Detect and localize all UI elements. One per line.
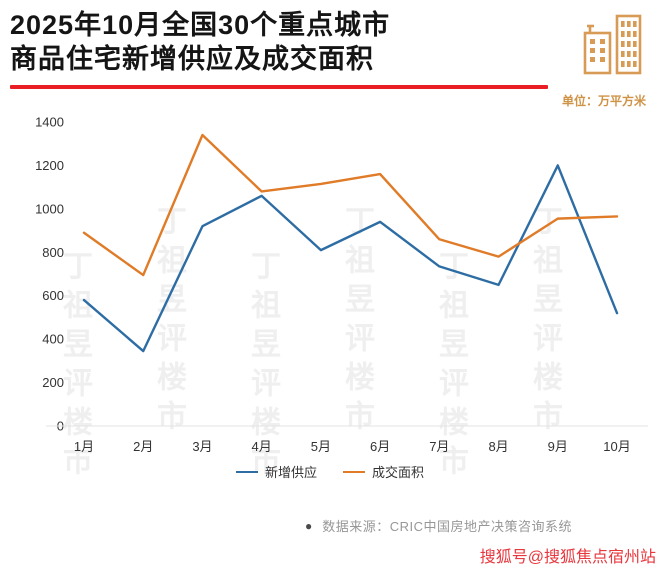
svg-text:1月: 1月 [74,439,94,454]
svg-text:8月: 8月 [488,439,508,454]
page-title-line1: 2025年10月全国30个重点城市 [10,10,391,40]
header: 2025年10月全国30个重点城市 商品住宅新增供应及成交面积 [10,8,548,89]
chart-legend: 新增供应 成交面积 [0,462,660,481]
legend-label-new-supply: 新增供应 [264,465,317,480]
data-source-row: ● 数据来源：CRIC中国房地产决策咨询系统 [305,516,572,535]
svg-text:800: 800 [42,245,64,260]
svg-text:1200: 1200 [35,158,64,173]
svg-text:4月: 4月 [252,439,272,454]
svg-text:7月: 7月 [429,439,449,454]
legend-item-transaction-area: 成交面积 [343,462,424,481]
legend-line-blue [235,470,258,473]
legend-line-orange [343,470,365,473]
svg-text:9月: 9月 [548,439,568,454]
source-bullet-icon: ● [304,518,313,533]
svg-text:1000: 1000 [35,201,64,216]
source-text: 数据来源：CRIC中国房地产决策咨询系统 [322,519,572,534]
svg-text:3月: 3月 [192,439,212,454]
svg-text:6月: 6月 [370,439,390,454]
page-title-line2: 商品住宅新增供应及成交面积 [10,44,374,74]
svg-text:1400: 1400 [35,115,64,130]
svg-text:400: 400 [42,332,64,347]
svg-text:200: 200 [42,375,64,390]
title-underline [10,85,548,89]
legend-label-transaction-area: 成交面积 [372,465,425,480]
svg-text:10月: 10月 [603,439,630,454]
legend-item-new-supply: 新增供应 [235,462,317,481]
svg-text:5月: 5月 [311,439,331,454]
svg-text:2月: 2月 [133,439,153,454]
sohu-watermark: 搜狐号@搜狐焦点宿州站 [479,549,656,566]
svg-text:600: 600 [42,288,64,303]
unit-label: 单位：万平方米 [561,94,646,108]
buildings-icon [574,6,650,87]
